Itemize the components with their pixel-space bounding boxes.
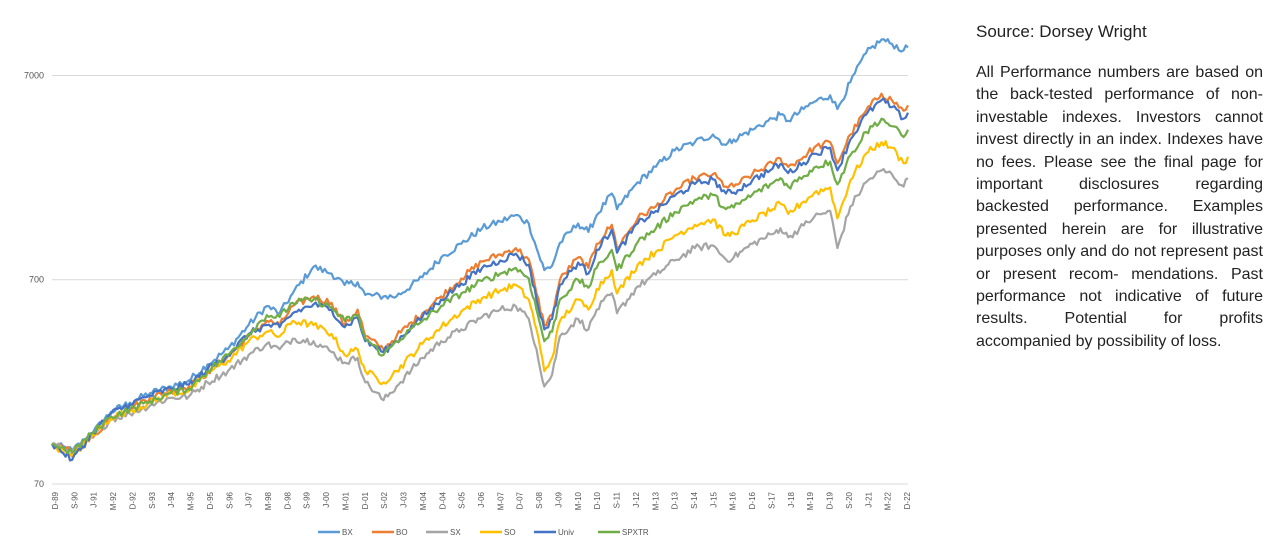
performance-chart: 70 700 7000 D-89 S-90 J-91 M-92 D-92 S-93 J-94 M-…: [24, 38, 912, 537]
x-tick-label: M-07: [496, 491, 505, 510]
x-tick-label: J-09: [554, 491, 563, 507]
y-axis: 70 700 7000: [24, 70, 44, 489]
x-tick-label: J-03: [400, 491, 409, 507]
x-tick-label: D-98: [283, 491, 292, 509]
x-tick-label: D-19: [826, 491, 835, 509]
series-line-bx: [51, 38, 909, 453]
x-tick-label: M-92: [109, 491, 118, 510]
x-tick-label: J-12: [632, 491, 641, 507]
x-tick-label: D-04: [438, 491, 447, 509]
series-line-sx: [51, 168, 909, 456]
x-tick-label: M-98: [264, 491, 273, 510]
source-note: Source: Dorsey Wright: [976, 22, 1147, 41]
legend-label-univ: Univ: [558, 528, 574, 537]
x-tick-label: D-22: [903, 491, 912, 509]
x-tick-label: M-13: [651, 491, 660, 510]
y-tick-label: 700: [29, 275, 44, 285]
x-tick-label: D-10: [593, 491, 602, 509]
series-line-univ: [51, 97, 909, 462]
legend-label-sx: SX: [450, 528, 461, 537]
x-tick-label: D-07: [516, 491, 525, 509]
x-tick-label: S-14: [690, 491, 699, 508]
chart-legend: BX BO SX SO Univ SPXTR: [318, 528, 649, 537]
x-tick-label: J-00: [322, 491, 331, 507]
x-tick-label: S-11: [613, 491, 622, 508]
legend-label-spxtr: SPXTR: [622, 528, 649, 537]
x-tick-label: J-06: [477, 491, 486, 507]
x-tick-label: S-05: [458, 491, 467, 508]
x-tick-label: S-99: [303, 491, 312, 508]
x-tick-label: S-17: [767, 491, 776, 508]
legend-label-bx: BX: [342, 528, 353, 537]
x-tick-label: J-91: [90, 491, 99, 507]
x-tick-label: J-97: [245, 491, 254, 507]
x-tick-label: D-13: [671, 491, 680, 509]
x-tick-label: D-95: [206, 491, 215, 509]
x-tick-label: D-92: [128, 491, 137, 509]
x-tick-label: D-89: [51, 491, 60, 509]
legend-label-bo: BO: [396, 528, 408, 537]
series-line-spxtr: [51, 117, 909, 455]
y-tick-label: 70: [34, 479, 44, 489]
series-lines: [51, 38, 910, 462]
series-line-so: [51, 140, 910, 458]
x-tick-label: J-21: [864, 491, 873, 507]
performance-disclaimer: All Performance numbers are based on the…: [976, 64, 1263, 350]
x-tick-label: D-01: [361, 491, 370, 509]
side-panel: Source: Dorsey Wright All Performance nu…: [976, 22, 1263, 353]
x-tick-label: J-18: [787, 491, 796, 507]
x-tick-label: M-01: [341, 491, 350, 510]
x-tick-label: S-08: [535, 491, 544, 508]
x-tick-label: D-16: [748, 491, 757, 509]
x-tick-label: J-15: [709, 491, 718, 507]
y-tick-label: 7000: [24, 70, 44, 80]
x-tick-label: M-16: [729, 491, 738, 510]
x-tick-label: M-19: [806, 491, 815, 510]
x-axis: D-89 S-90 J-91 M-92 D-92 S-93 J-94 M-95 D-95 S-96…: [51, 491, 912, 510]
x-tick-label: M-04: [419, 491, 428, 510]
x-tick-label: S-96: [225, 491, 234, 508]
x-tick-label: S-02: [380, 491, 389, 508]
legend-label-so: SO: [504, 528, 516, 537]
x-tick-label: J-94: [167, 491, 176, 507]
x-tick-label: M-10: [574, 491, 583, 510]
x-tick-label: M-95: [187, 491, 196, 510]
x-tick-label: S-20: [845, 491, 854, 508]
x-tick-label: M-22: [884, 491, 893, 510]
x-tick-label: S-90: [70, 491, 79, 508]
x-tick-label: S-93: [148, 491, 157, 508]
